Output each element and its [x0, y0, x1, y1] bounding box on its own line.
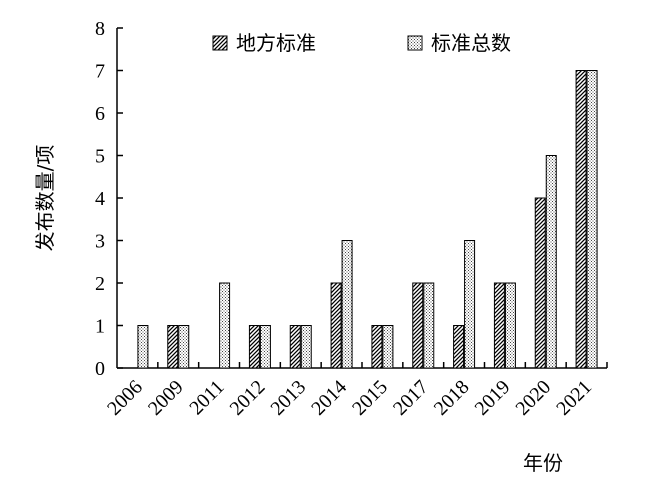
y-tick-label: 8	[95, 18, 105, 40]
x-tick-label: 2011	[185, 376, 228, 419]
x-tick-label: 2018	[430, 376, 474, 420]
bar-total-standard	[504, 282, 516, 369]
x-tick-label: 2006	[103, 376, 147, 420]
x-tick-label: 2009	[144, 376, 188, 420]
legend-swatch-total-standard	[407, 35, 423, 51]
y-tick-label: 1	[95, 316, 105, 338]
bars	[137, 70, 598, 369]
y-tick-label: 5	[95, 146, 105, 168]
x-tick-label: 2017	[389, 376, 433, 420]
bar-local-standard	[248, 325, 260, 369]
x-tick-label: 2014	[307, 376, 351, 420]
bar-total-standard	[219, 282, 231, 369]
legend: 地方标准 标准总数	[212, 31, 511, 55]
y-axis: 0 1 2 3 4 5 6 7 8	[95, 18, 123, 380]
y-tick-label: 3	[95, 231, 105, 253]
y-tick-label: 2	[95, 273, 105, 295]
bar-total-standard	[178, 325, 190, 369]
bar-total-standard	[341, 240, 353, 369]
y-tick-label: 4	[95, 188, 105, 210]
bar-total-standard	[423, 282, 435, 369]
bar-total-standard	[382, 325, 394, 369]
bar-local-standard	[289, 325, 301, 369]
bar-total-standard	[259, 325, 271, 369]
x-axis: 2006200920112012201320142015201720182019…	[103, 362, 608, 420]
x-tick-label: 2013	[266, 376, 310, 420]
legend-label-total-standard: 标准总数	[431, 31, 511, 55]
legend-label-local-standard: 地方标准	[236, 31, 316, 55]
bar-local-standard	[330, 282, 342, 369]
bar-total-standard	[586, 70, 598, 369]
y-axis-title: 发布数量/项	[33, 145, 57, 252]
bar-local-standard	[453, 325, 465, 369]
x-tick-label: 2020	[511, 376, 555, 420]
x-axis-title: 年份	[523, 451, 563, 475]
bar-total-standard	[545, 155, 557, 369]
bar-local-standard	[493, 282, 505, 369]
bar-local-standard	[371, 325, 383, 369]
x-tick-label: 2015	[348, 376, 392, 420]
bar-total-standard	[137, 325, 149, 369]
x-tick-label: 2021	[552, 376, 596, 420]
bar-local-standard	[534, 197, 546, 369]
y-tick-label: 0	[95, 358, 105, 380]
bar-total-standard	[464, 240, 476, 369]
bar-local-standard	[167, 325, 179, 369]
x-tick-label: 2012	[226, 376, 270, 420]
y-tick-label: 6	[95, 103, 105, 125]
bar-local-standard	[575, 70, 587, 369]
legend-swatch-local-standard	[212, 35, 228, 51]
x-tick-label: 2019	[471, 376, 515, 420]
bar-total-standard	[300, 325, 312, 369]
bar-local-standard	[412, 282, 424, 369]
y-tick-label: 7	[95, 61, 105, 83]
